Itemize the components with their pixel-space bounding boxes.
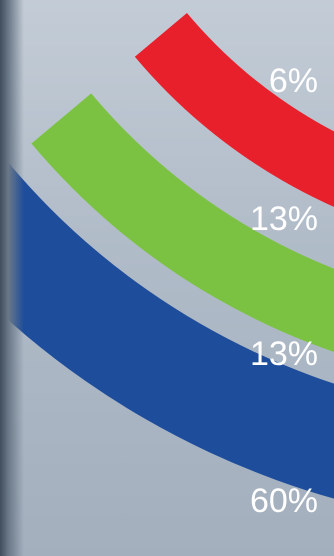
- percent-label-3: 60%: [250, 482, 318, 520]
- left-shadow-edge: [0, 0, 24, 556]
- percent-label-1: 13%: [250, 200, 318, 238]
- arc-band-60-pct-3: [0, 162, 334, 499]
- arc-band-13-pct-2: [31, 93, 334, 352]
- percent-label-2: 13%: [250, 335, 318, 373]
- percent-label-0: 6%: [269, 62, 318, 100]
- arc-band-13-pct-1: [134, 13, 334, 207]
